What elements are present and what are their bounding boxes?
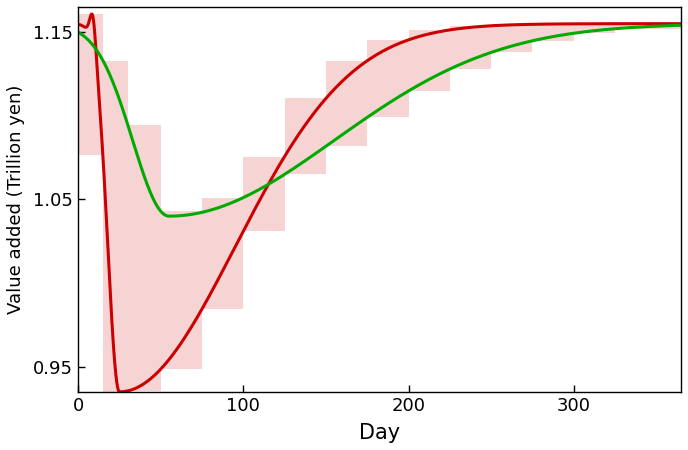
X-axis label: Day: Day	[359, 423, 400, 443]
Y-axis label: Value added (Trillion yen): Value added (Trillion yen)	[7, 85, 25, 314]
